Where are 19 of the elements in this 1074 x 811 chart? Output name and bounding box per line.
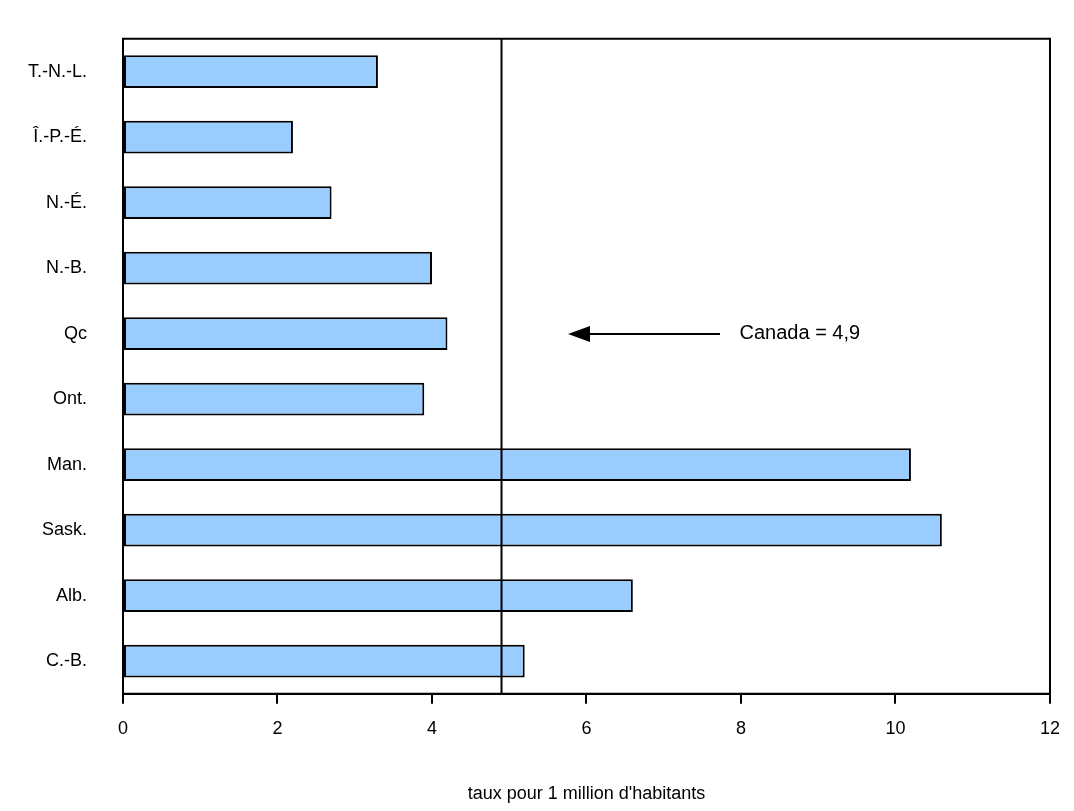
y-tick-label: Sask. (41, 519, 87, 540)
x-tick-label: 12 (1039, 717, 1060, 738)
ref-line-label: Canada = 4,9 (739, 321, 861, 344)
y-tick-label: Man. (46, 453, 87, 474)
y-tick-label: Alb. (55, 584, 87, 605)
x-tick-label: 10 (885, 717, 906, 738)
x-axis-title: taux pour 1 million d'habitants (467, 783, 706, 804)
y-tick-label: Î.-P.-É. (32, 126, 87, 147)
y-tick-label: C.-B. (45, 650, 87, 671)
y-tick-label: N.-É. (45, 191, 87, 212)
x-tick-label: 4 (426, 717, 437, 738)
y-tick-label: Ont. (52, 388, 87, 409)
y-tick-label: T.-N.-L. (27, 60, 87, 81)
x-tick-label: 2 (272, 717, 283, 738)
y-tick-label: N.-B. (45, 257, 87, 278)
x-tick-label: 0 (117, 717, 129, 738)
y-tick-label: Qc (63, 322, 87, 343)
x-tick-label: 6 (581, 717, 592, 738)
x-tick-label: 8 (735, 717, 746, 738)
